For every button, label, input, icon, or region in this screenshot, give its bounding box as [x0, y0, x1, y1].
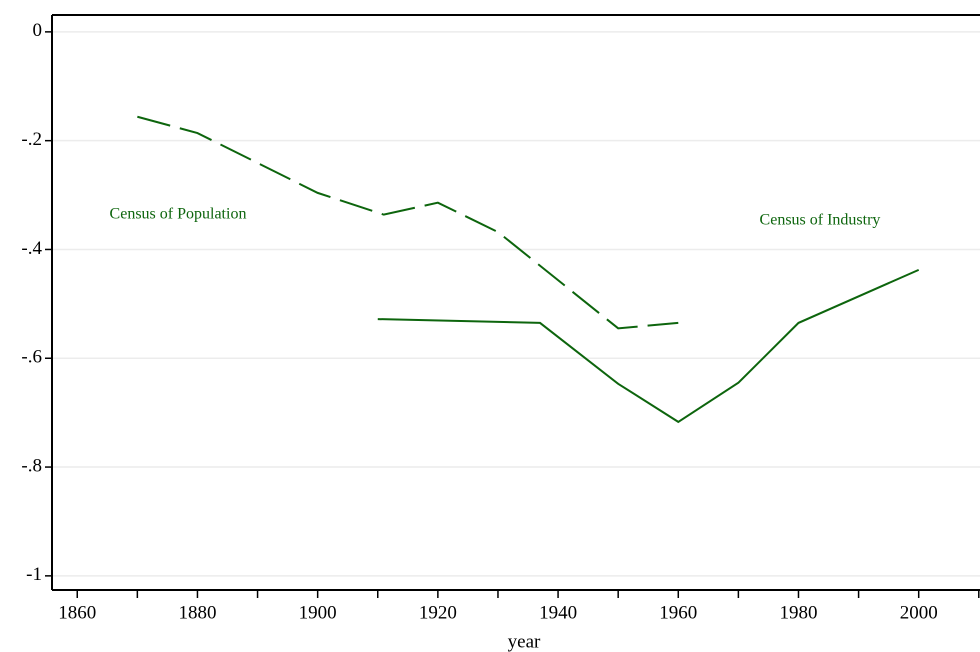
y-tick-label: -1: [26, 564, 42, 585]
y-tick-label: -.6: [21, 347, 42, 368]
x-tick-label: 1860: [58, 602, 96, 623]
x-tick-label: 2000: [900, 602, 938, 623]
x-tick-label: 1880: [178, 602, 216, 623]
y-tick-label: 0: [33, 20, 43, 41]
x-axis-label: year: [508, 631, 541, 652]
x-tick-label: 1980: [779, 602, 817, 623]
y-tick-label: -.4: [21, 238, 42, 259]
series-line: [377, 268, 920, 424]
x-tick-label: 1900: [299, 602, 337, 623]
x-tick-label: 1940: [539, 602, 577, 623]
y-tick-label: -.2: [21, 129, 42, 150]
series-line: [137, 115, 679, 330]
x-tick-label: 1920: [419, 602, 457, 623]
y-tick-label: -.8: [21, 455, 42, 476]
series-label: Census of Industry: [760, 212, 881, 229]
series-label: Census of Population: [110, 206, 247, 223]
x-tick-label: 1960: [659, 602, 697, 623]
